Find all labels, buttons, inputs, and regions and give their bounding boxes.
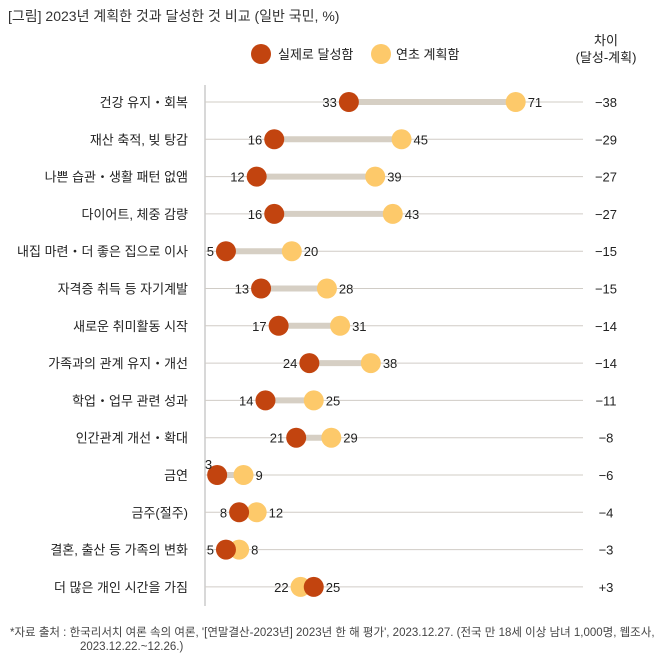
achieved-dot [229, 502, 250, 523]
planned-dot [281, 241, 302, 262]
planned-value-label: 39 [387, 170, 401, 185]
legend-marker-planned [371, 44, 391, 64]
planned-dot [365, 166, 386, 187]
planned-dot [330, 315, 351, 336]
planned-value-label: 22 [274, 580, 288, 595]
planned-value-label: 38 [383, 356, 397, 371]
planned-value-label: 12 [269, 505, 283, 520]
category-label: 나쁜 습관・생활 패턴 없앰 [45, 170, 188, 185]
diff-value: −29 [595, 132, 617, 147]
category-label: 결혼, 출산 등 가족의 변화 [50, 543, 188, 558]
achieved-value-label: 14 [239, 393, 253, 408]
achieved-dot [268, 315, 289, 336]
planned-value-label: 71 [528, 95, 542, 110]
diff-value: −6 [599, 468, 614, 483]
achieved-value-label: 5 [207, 244, 214, 259]
planned-value-label: 28 [339, 282, 353, 297]
achieved-value-label: 16 [248, 207, 262, 222]
category-label: 금주(절주) [132, 505, 189, 520]
diff-value: −4 [599, 505, 614, 520]
achieved-dot [338, 92, 359, 112]
category-label: 자격증 취득 등 자기계발 [58, 282, 188, 297]
category-label: 더 많은 개인 시간을 가짐 [54, 580, 188, 595]
diff-value: −15 [595, 244, 617, 259]
achieved-dot [255, 390, 276, 411]
planned-value-label: 20 [304, 244, 318, 259]
achieved-value-label: 12 [230, 170, 244, 185]
planned-dot [321, 427, 342, 448]
diff-header: 차이 [594, 33, 618, 48]
achieved-value-label: 25 [326, 580, 340, 595]
category-label: 내집 마련・더 좋은 집으로 이사 [17, 244, 188, 259]
planned-dot [505, 92, 526, 112]
diff-value: −11 [595, 393, 616, 408]
diff-value: −8 [599, 431, 614, 446]
planned-dot [382, 203, 403, 224]
achieved-dot [303, 576, 324, 597]
achieved-dot [215, 241, 236, 262]
achieved-value-label: 3 [205, 457, 212, 472]
planned-dot [233, 465, 254, 485]
diff-value: −14 [595, 319, 617, 334]
category-label: 새로운 취미활동 시작 [73, 319, 188, 334]
category-label: 다이어트, 체중 감량 [81, 207, 188, 222]
category-label: 금연 [164, 468, 188, 483]
achieved-value-label: 8 [220, 505, 227, 520]
planned-value-label: 45 [414, 132, 428, 147]
figure-title: [그림] 2023년 계획한 것과 달성한 것 비교 (일반 국민, %) [8, 8, 340, 24]
achieved-dot [246, 166, 267, 187]
legend-label-planned: 연초 계획함 [396, 47, 459, 62]
planned-value-label: 25 [326, 393, 340, 408]
category-label: 인간관계 개선・확대 [76, 431, 188, 446]
diff-value: −27 [595, 207, 617, 222]
planned-dot [303, 390, 324, 411]
legend-marker-achieved [251, 44, 271, 64]
planned-dot [360, 353, 381, 374]
achieved-dot [251, 278, 272, 299]
category-label: 가족과의 관계 유지・개선 [48, 356, 188, 371]
achieved-value-label: 5 [207, 543, 214, 558]
planned-value-label: 29 [343, 431, 357, 446]
diff-value: −14 [595, 356, 617, 371]
achieved-dot [215, 539, 236, 560]
diff-header-sub: (달성-계획) [576, 50, 637, 65]
category-label: 건강 유지・회복 [100, 95, 188, 110]
planned-dot [246, 502, 267, 523]
diff-value: −27 [595, 170, 617, 185]
diff-value: −38 [595, 95, 617, 110]
achieved-value-label: 33 [322, 95, 336, 110]
achieved-value-label: 24 [283, 356, 297, 371]
diff-value: +3 [599, 580, 614, 595]
legend-label-achieved: 실제로 달성함 [278, 47, 353, 62]
category-label: 재산 축적, 빚 탕감 [90, 132, 188, 147]
planned-dot [316, 278, 337, 299]
achieved-value-label: 17 [252, 319, 266, 334]
planned-value-label: 9 [256, 468, 263, 483]
diff-value: −3 [599, 543, 614, 558]
achieved-value-label: 16 [248, 132, 262, 147]
planned-value-label: 31 [352, 319, 366, 334]
category-label: 학업・업무 관련 성과 [72, 393, 188, 408]
achieved-dot [299, 353, 320, 374]
achieved-dot [286, 427, 307, 448]
footnote: *자료 출처 : 한국리서치 여론 속의 여론, '[연말결산-2023년] 2… [10, 627, 655, 639]
achieved-value-label: 21 [270, 431, 284, 446]
footnote-cont: 2023.12.22.~12.26.) [80, 641, 184, 653]
planned-value-label: 43 [405, 207, 419, 222]
planned-value-label: 8 [251, 543, 258, 558]
achieved-value-label: 13 [235, 282, 249, 297]
diff-value: −15 [595, 282, 617, 297]
achieved-dot [207, 465, 228, 485]
achieved-dot [264, 129, 285, 150]
planned-dot [391, 129, 412, 150]
achieved-dot [264, 203, 285, 224]
